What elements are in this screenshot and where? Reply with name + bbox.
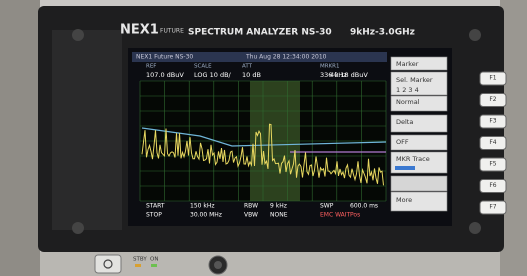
standby-label: STBY bbox=[133, 257, 147, 263]
footer-text: 9 kHz bbox=[270, 203, 287, 210]
footer-text: NONE bbox=[270, 212, 288, 219]
logo-sub: FUTURE bbox=[160, 28, 184, 35]
softkey-label: F7 bbox=[489, 204, 496, 211]
menu-button[interactable] bbox=[391, 176, 447, 191]
softkey-label: F2 bbox=[489, 96, 496, 103]
logo: NEX1 bbox=[120, 23, 159, 38]
connector-pin bbox=[214, 261, 222, 269]
menu-label: Delta bbox=[396, 118, 413, 126]
footer-text: Pos bbox=[350, 212, 360, 219]
menu-label: Normal bbox=[396, 98, 420, 106]
page: NEX1 FUTURE SPECTRUM ANALYZER NS-30 9kHz… bbox=[0, 0, 527, 276]
header-date: Thu Aug 28 12:34:00 2010 bbox=[245, 54, 327, 61]
footer-text: SWP bbox=[320, 203, 334, 210]
mkr-trace-bar bbox=[395, 166, 415, 170]
status-value: 10 dB bbox=[242, 71, 261, 79]
screw bbox=[72, 29, 84, 41]
status-value: 107.0 dBuV bbox=[146, 71, 184, 79]
status-label: SCALE bbox=[194, 64, 212, 70]
menu-label: More bbox=[396, 196, 412, 204]
footer-text: RBW bbox=[244, 203, 258, 210]
menu-label: 1 2 3 4 bbox=[396, 86, 419, 94]
softkey-label: F3 bbox=[489, 118, 496, 125]
model: SPECTRUM ANALYZER NS-30 bbox=[188, 28, 332, 38]
menu-label: Sel. Marker bbox=[396, 76, 433, 84]
on-label: ON bbox=[150, 257, 158, 263]
softkey-label: F5 bbox=[489, 161, 496, 168]
footer-text: 30.00 MHz bbox=[190, 212, 222, 219]
status-label: REF bbox=[146, 64, 156, 70]
softkeys: F1 F2 F3 F4 F5 F6 F7 bbox=[480, 72, 506, 214]
footer-text: STOP bbox=[146, 212, 162, 219]
speaker-grille bbox=[52, 30, 122, 230]
menu-label: Marker bbox=[396, 60, 419, 68]
softkey-label: F4 bbox=[489, 139, 496, 146]
status-label: MRKR1 bbox=[320, 64, 340, 70]
header-left: NEX1 Future NS-30 bbox=[136, 54, 193, 61]
footer-text: EMC WAIT bbox=[320, 212, 351, 219]
screw bbox=[469, 222, 481, 234]
left-housing bbox=[0, 0, 40, 276]
footer-text: 150 kHz bbox=[190, 203, 215, 210]
menu-label: OFF bbox=[396, 138, 409, 146]
range: 9kHz-3.0GHz bbox=[350, 28, 415, 38]
photo: NEX1 FUTURE SPECTRUM ANALYZER NS-30 9kHz… bbox=[0, 0, 527, 276]
on-led bbox=[151, 264, 157, 267]
power-button[interactable] bbox=[95, 255, 121, 273]
footer-text: 600.0 ms bbox=[350, 203, 378, 210]
marker-level: 40.18 dBuV bbox=[330, 71, 368, 79]
softkey-label: F1 bbox=[489, 75, 496, 82]
status-value: LOG 10 dB/ bbox=[194, 71, 232, 79]
standby-led bbox=[135, 264, 141, 267]
status-label: ATT bbox=[242, 64, 253, 70]
screw bbox=[469, 29, 481, 41]
screw bbox=[72, 222, 84, 234]
footer-text: START bbox=[146, 203, 165, 210]
softkey-label: F6 bbox=[489, 182, 496, 189]
footer-text: VBW bbox=[244, 212, 258, 219]
menu-label: MKR Trace bbox=[396, 155, 430, 163]
